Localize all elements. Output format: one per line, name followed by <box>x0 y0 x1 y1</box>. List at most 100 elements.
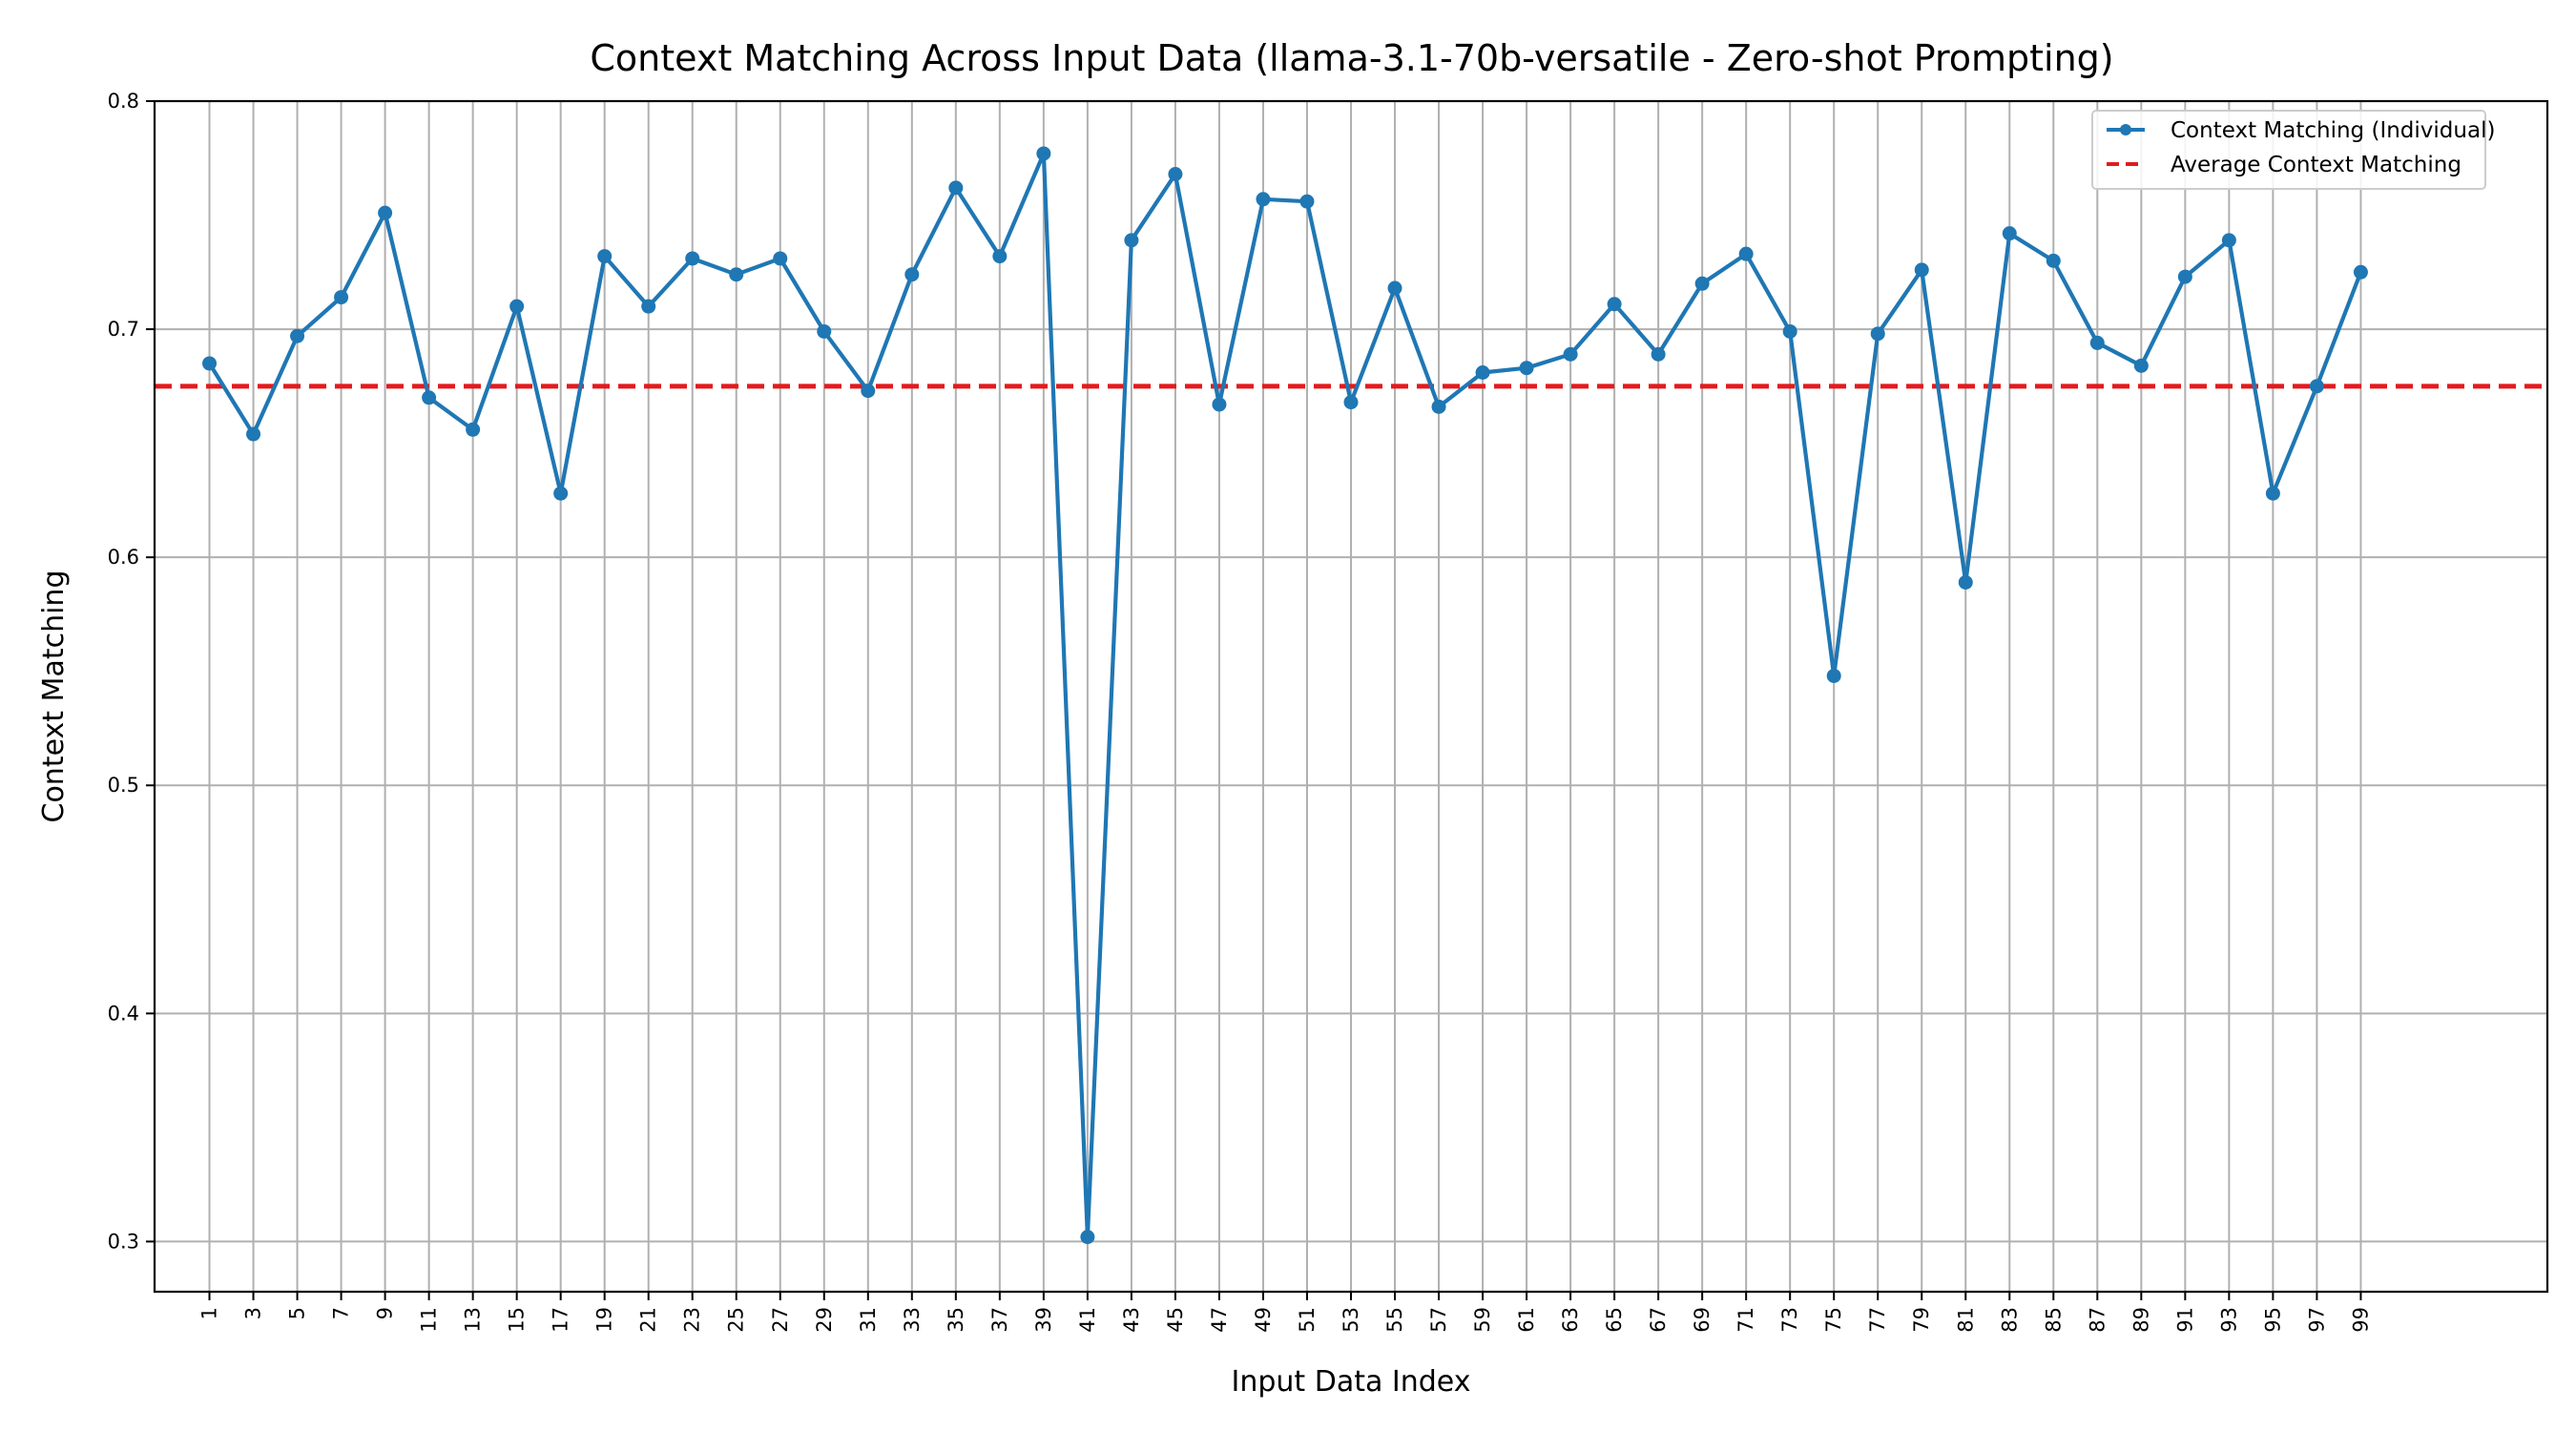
x-tick-label: 87 <box>2086 1307 2109 1333</box>
data-point <box>334 290 349 305</box>
x-tick-label: 57 <box>1427 1307 1450 1333</box>
data-point <box>904 267 920 282</box>
x-tick-label: 37 <box>988 1307 1011 1333</box>
x-tick-label: 1 <box>198 1307 221 1319</box>
x-tick-label: 41 <box>1076 1307 1099 1333</box>
data-point <box>422 390 437 405</box>
x-tick-label: 61 <box>1515 1307 1538 1333</box>
data-point <box>1299 194 1315 209</box>
data-point <box>2133 358 2149 373</box>
x-tick-label: 7 <box>330 1307 353 1319</box>
x-tick-label: 91 <box>2173 1307 2196 1333</box>
data-point <box>2309 379 2324 394</box>
data-point <box>1782 323 1797 339</box>
x-tick-label: 63 <box>1559 1307 1582 1333</box>
x-tick-label: 67 <box>1647 1307 1670 1333</box>
data-point <box>1256 192 1271 207</box>
data-point <box>1563 346 1578 362</box>
data-point <box>773 251 788 266</box>
x-tick-label: 77 <box>1866 1307 1889 1333</box>
data-point <box>1738 246 1754 261</box>
x-tick-label: 93 <box>2217 1307 2240 1333</box>
data-point <box>597 249 613 264</box>
y-tick-label: 0.5 <box>108 774 139 797</box>
data-point <box>1694 276 1710 291</box>
data-point <box>1212 397 1227 412</box>
data-point <box>2221 233 2236 248</box>
y-tick-label: 0.8 <box>108 90 139 113</box>
y-axis-ticks: 0.3 0.4 0.5 0.6 0.7 0.8 <box>108 90 155 1253</box>
x-tick-label: 19 <box>593 1307 616 1333</box>
y-axis-label: Context Matching <box>37 570 71 823</box>
x-tick-label: 59 <box>1471 1307 1494 1333</box>
series-line-individual <box>207 151 2363 1239</box>
x-tick-label: 47 <box>1208 1307 1231 1333</box>
data-point <box>246 426 261 442</box>
x-tick-label: 75 <box>1822 1307 1845 1333</box>
data-point <box>553 486 569 501</box>
x-tick-label: 11 <box>418 1307 441 1333</box>
data-point <box>1958 574 1973 590</box>
data-point <box>1431 399 1446 414</box>
data-point <box>466 422 481 437</box>
data-point <box>202 356 218 371</box>
data-point <box>2089 335 2105 350</box>
x-tick-label: 29 <box>813 1307 836 1333</box>
x-tick-label: 85 <box>2042 1307 2065 1333</box>
data-point <box>1826 668 1841 683</box>
x-tick-label: 49 <box>1252 1307 1275 1333</box>
data-point <box>290 328 305 343</box>
data-point <box>509 299 525 314</box>
y-tick-label: 0.4 <box>108 1002 139 1025</box>
x-tick-label: 13 <box>462 1307 485 1333</box>
x-axis-ticks: 1 3 5 7 9 11 13 15 17 19 21 23 25 27 29 31 33 35 37 39 41 43 4… <box>198 1292 2372 1333</box>
x-tick-label: 5 <box>286 1307 309 1319</box>
x-tick-label: 45 <box>1164 1307 1187 1333</box>
x-tick-label: 55 <box>1383 1307 1406 1333</box>
data-point <box>1080 1230 1095 1245</box>
data-point <box>1124 233 1139 248</box>
data-point <box>817 323 832 339</box>
data-point <box>1387 280 1402 296</box>
data-point <box>861 384 876 399</box>
y-tick-label: 0.6 <box>108 546 139 569</box>
x-tick-label: 15 <box>506 1307 529 1333</box>
x-tick-label: 23 <box>681 1307 704 1333</box>
legend-box <box>2091 110 2486 190</box>
data-point <box>2177 269 2192 284</box>
x-tick-label: 9 <box>374 1307 397 1319</box>
data-point <box>1168 167 1183 182</box>
data-point <box>2353 264 2368 280</box>
y-tick-label: 0.3 <box>108 1230 139 1253</box>
x-tick-label: 65 <box>1603 1307 1626 1333</box>
x-tick-label: 51 <box>1296 1307 1319 1333</box>
data-point <box>1475 365 1490 381</box>
x-tick-label: 89 <box>2129 1307 2152 1333</box>
x-tick-label: 33 <box>901 1307 924 1333</box>
data-point <box>1651 346 1666 362</box>
grid-lines <box>155 100 2547 1292</box>
x-tick-label: 73 <box>1778 1307 1801 1333</box>
chart-title: Context Matching Across Input Data (llam… <box>590 37 2113 79</box>
legend: Context Matching (Individual) Average Co… <box>2091 110 2495 190</box>
x-tick-label: 43 <box>1120 1307 1143 1333</box>
x-tick-label: 17 <box>550 1307 572 1333</box>
series-layer <box>202 146 2368 1245</box>
data-point <box>729 267 744 282</box>
data-point <box>1036 146 1051 161</box>
x-tick-label: 71 <box>1735 1307 1757 1333</box>
data-point <box>948 180 964 196</box>
x-tick-label: 25 <box>725 1307 748 1333</box>
x-tick-label: 97 <box>2305 1307 2328 1333</box>
data-point <box>685 251 700 266</box>
x-tick-label: 39 <box>1032 1307 1055 1333</box>
data-point <box>2046 253 2061 268</box>
data-point <box>1519 361 1534 376</box>
data-point <box>641 299 656 314</box>
data-point <box>1870 326 1885 342</box>
data-point <box>378 205 393 220</box>
x-tick-label: 81 <box>1954 1307 1977 1333</box>
data-point <box>1607 297 1622 312</box>
x-tick-label: 95 <box>2261 1307 2284 1333</box>
